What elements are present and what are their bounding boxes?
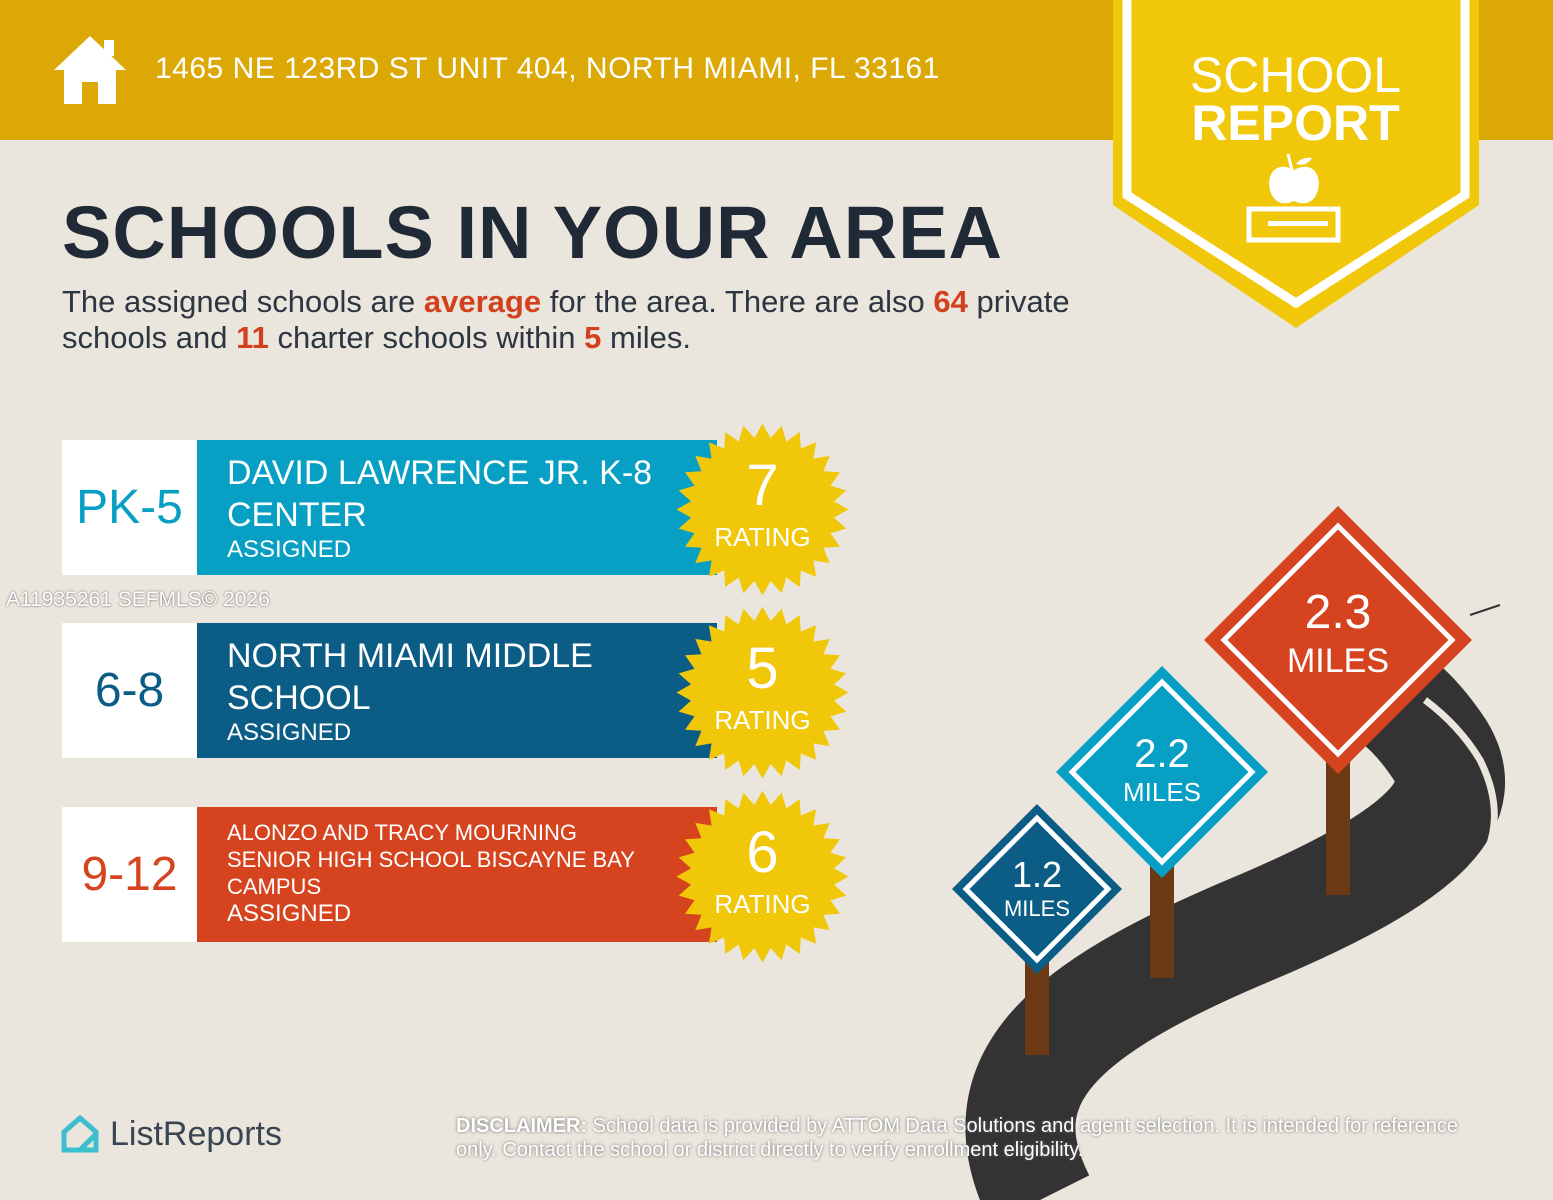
- rating-label: RATING: [714, 889, 811, 919]
- listreports-logo: ListReports: [60, 1114, 282, 1154]
- rating-label: RATING: [714, 705, 811, 735]
- house-icon: [54, 36, 126, 104]
- grade-range: 9-12: [62, 807, 197, 942]
- grade-range: PK-5: [62, 440, 197, 575]
- rating-starburst: [676, 790, 849, 963]
- sign-2-2-miles: [1056, 666, 1268, 878]
- school-name: ALONZO AND TRACY MOURNING SENIOR HIGH SC…: [227, 820, 635, 899]
- sign-1-2-miles: [952, 804, 1122, 974]
- rating-value: 7: [746, 453, 779, 518]
- apple-on-book-icon: [1246, 153, 1341, 243]
- sign-value: 2.3: [1304, 586, 1372, 639]
- rating-label: RATING: [714, 522, 811, 552]
- charter-count: 11: [236, 320, 269, 355]
- sign-unit: MILES: [1122, 777, 1202, 807]
- sign-value: 1.2: [1011, 854, 1063, 895]
- road-line: [1135, 697, 1498, 1200]
- school-bar: ALONZO AND TRACY MOURNING SENIOR HIGH SC…: [197, 807, 717, 942]
- logo-text: ListReports: [110, 1114, 282, 1153]
- school-bar: NORTH MIAMI MIDDLE SCHOOL ASSIGNED: [197, 623, 717, 758]
- school-row: PK-5 DAVID LAWRENCE JR. K-8 CENTER ASSIGN…: [62, 423, 862, 596]
- sign-2-3-miles: [1204, 506, 1472, 774]
- miles-radius: 5: [584, 320, 602, 355]
- rating-value: 6: [746, 820, 779, 885]
- quality: average: [423, 284, 542, 319]
- listreports-logo-icon: [61, 1114, 99, 1153]
- starburst-shape: [676, 423, 849, 596]
- school-status: ASSIGNED: [227, 719, 352, 746]
- rating-starburst: [676, 423, 849, 596]
- school-name: NORTH MIAMI MIDDLE SCHOOL: [227, 637, 593, 717]
- watermark: A11935261 SEFMLS© 2026: [6, 588, 270, 611]
- school-status: ASSIGNED: [227, 536, 352, 563]
- property-address: 1465 NE 123RD ST UNIT 404, NORTH MIAMI, …: [155, 52, 940, 85]
- badge-line2: REPORT: [1191, 95, 1400, 151]
- grade-range: 6-8: [62, 623, 197, 758]
- starburst-shape: [676, 790, 849, 963]
- school-status: ASSIGNED: [227, 900, 352, 927]
- school-bar: DAVID LAWRENCE JR. K-8 CENTER ASSIGNED: [197, 440, 717, 575]
- sign-value: 2.2: [1134, 732, 1190, 776]
- school-row: 9-12 ALONZO AND TRACY MOURNING SENIOR HI…: [62, 790, 862, 963]
- intro-text: The assigned schools are average for the…: [62, 284, 1070, 355]
- badge-line1: SCHOOL: [1189, 47, 1402, 103]
- sign-unit: MILES: [1003, 896, 1071, 921]
- rating-starburst: [676, 606, 849, 779]
- school-row: 6-8 NORTH MIAMI MIDDLE SCHOOL ASSIGNED 5 …: [62, 606, 862, 779]
- starburst-shape: [676, 606, 849, 779]
- rating-value: 5: [746, 636, 779, 701]
- sign-unit: MILES: [1286, 642, 1390, 680]
- page-title: SCHOOLS IN YOUR AREA: [62, 191, 1003, 274]
- private-count: 64: [933, 284, 968, 319]
- school-name: DAVID LAWRENCE JR. K-8 CENTER: [227, 454, 653, 534]
- disclaimer: DISCLAIMER: School data is provided by A…: [456, 1115, 1458, 1161]
